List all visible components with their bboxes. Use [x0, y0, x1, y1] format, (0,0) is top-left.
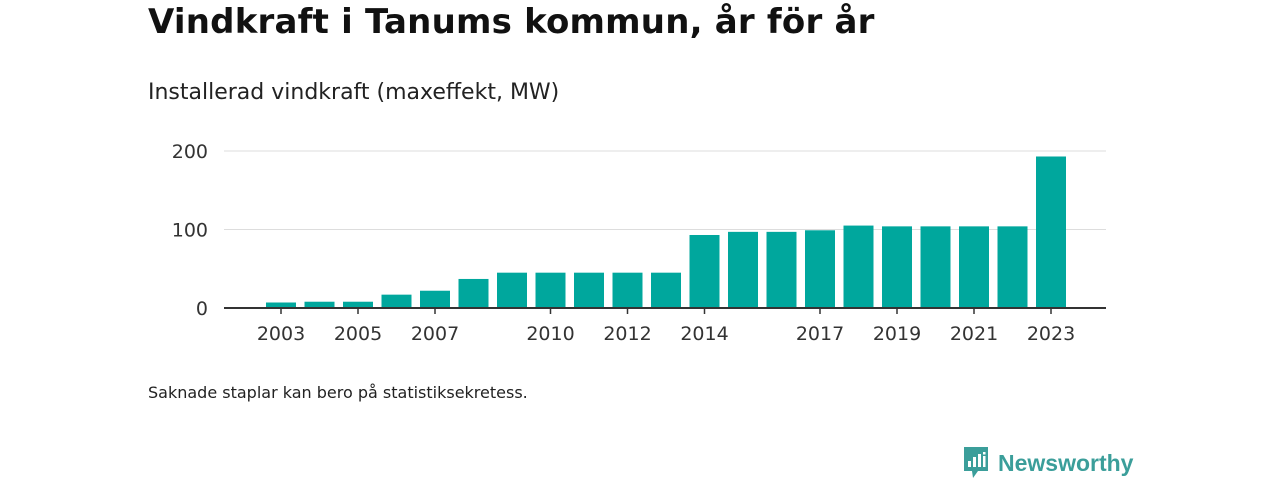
bar-2022 — [997, 226, 1028, 308]
bar-2007 — [420, 290, 450, 308]
bar-2016 — [766, 231, 797, 308]
bar-2005 — [343, 301, 373, 308]
x-tick-label-2017: 2017 — [796, 323, 844, 345]
bar-2010 — [535, 272, 566, 308]
bar-2008 — [458, 278, 489, 308]
bar-2018 — [843, 225, 874, 308]
newsworthy-logo-icon — [964, 447, 988, 478]
bar-2003 — [266, 302, 296, 308]
bar-2021 — [959, 226, 989, 308]
x-tick-label-2003: 2003 — [257, 323, 305, 345]
footnote: Saknade staplar kan bero på statistiksek… — [148, 383, 528, 402]
bar-2023 — [1036, 156, 1066, 308]
bar-2019 — [882, 226, 912, 308]
bar-2014 — [689, 234, 720, 308]
bar-2006 — [381, 294, 412, 308]
x-tick-label-2007: 2007 — [411, 323, 459, 345]
x-tick-label-2023: 2023 — [1027, 323, 1075, 345]
bar-2013 — [651, 272, 681, 308]
chart-title: Vindkraft i Tanums kommun, år för år — [148, 2, 875, 42]
brand-name: Newsworthy — [998, 449, 1134, 476]
x-tick-label-2012: 2012 — [603, 323, 651, 345]
y-tick-label-0: 0 — [196, 298, 208, 320]
brand-logo[interactable]: Newsworthy — [962, 446, 1133, 480]
bar-chart: 0 100 200 2003 2005 2007 2010 2012 2014 2017 2019 2… — [172, 141, 1106, 345]
chart-subtitle: Installerad vindkraft (maxeffekt, MW) — [148, 80, 560, 105]
bar-2011 — [574, 272, 604, 308]
bar-2020 — [920, 226, 951, 308]
x-tick-label-2010: 2010 — [526, 323, 574, 345]
bar-2017 — [805, 230, 835, 308]
bar-2004 — [304, 301, 335, 308]
bar-2015 — [728, 231, 758, 308]
x-tick-label-2005: 2005 — [334, 323, 382, 345]
x-tick-label-2014: 2014 — [680, 323, 728, 345]
x-tick-label-2021: 2021 — [950, 323, 998, 345]
y-tick-label-100: 100 — [172, 220, 208, 242]
bar-2012 — [612, 272, 643, 308]
bar-2009 — [497, 272, 527, 308]
y-tick-label-200: 200 — [172, 141, 208, 163]
x-tick-label-2019: 2019 — [873, 323, 921, 345]
